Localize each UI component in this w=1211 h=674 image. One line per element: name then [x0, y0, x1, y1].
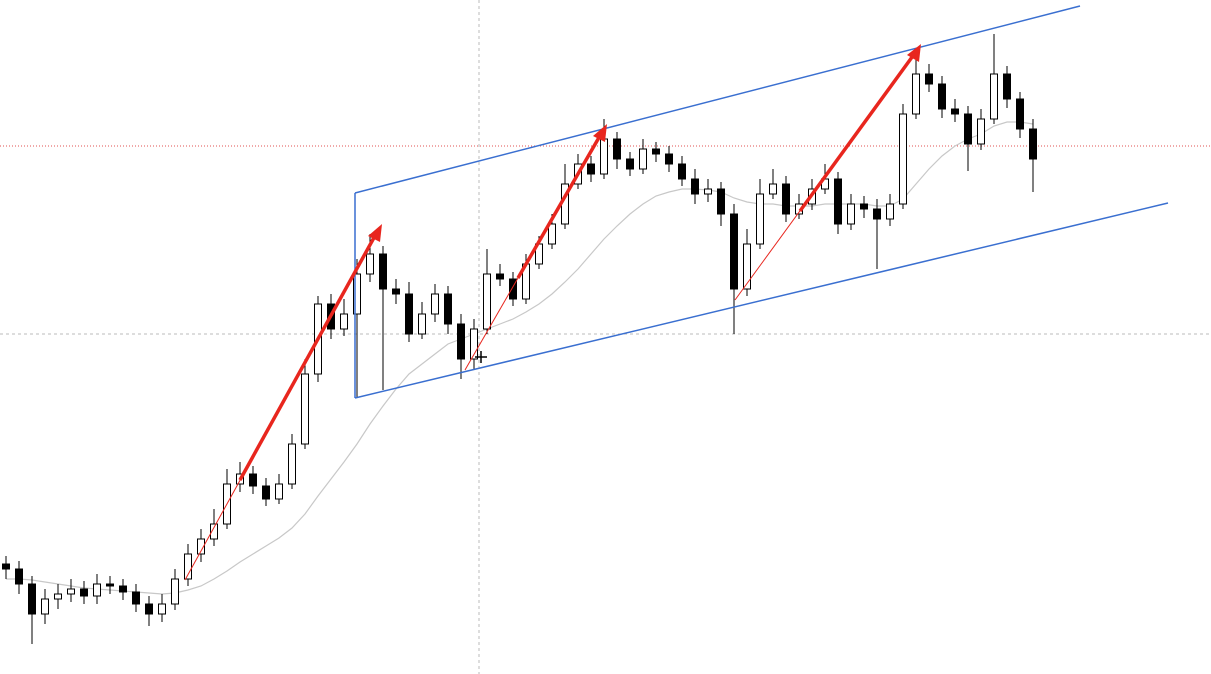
candle-body	[990, 73, 998, 120]
candle-body	[743, 243, 751, 290]
candle-body	[184, 553, 192, 580]
candle-body	[977, 118, 985, 145]
candle-body	[483, 273, 491, 330]
candle-body	[67, 588, 75, 595]
candle-body	[119, 585, 127, 593]
candle-body	[145, 603, 153, 615]
candle-body	[1003, 73, 1011, 100]
candle-body	[912, 73, 920, 115]
arrow-head	[593, 124, 607, 142]
candle-body	[301, 373, 309, 445]
candle-body	[626, 158, 634, 170]
candle-body	[444, 293, 452, 325]
candle-body	[587, 163, 595, 175]
candle-body	[652, 148, 660, 155]
channel-upper	[354, 5, 1081, 194]
candle-body	[405, 293, 413, 335]
candle-body	[691, 178, 699, 195]
candle-body	[93, 583, 101, 597]
candle-body	[171, 578, 179, 605]
candle-body	[899, 113, 907, 205]
candle-body	[847, 203, 855, 225]
candle-body	[340, 313, 348, 330]
candle-body	[132, 591, 140, 605]
arrow-head	[907, 44, 921, 62]
drawings	[184, 5, 1169, 581]
cursor	[475, 351, 487, 363]
candle-body	[860, 203, 868, 210]
candle-body	[15, 568, 23, 585]
candle-body	[288, 443, 296, 485]
candle-body	[509, 278, 517, 300]
candle-body	[704, 188, 712, 195]
candle-body	[41, 598, 49, 615]
candle-body	[197, 538, 205, 555]
candle-body	[782, 183, 790, 215]
candle-body	[470, 328, 478, 360]
candle-body	[158, 603, 166, 615]
candle-body	[756, 193, 764, 245]
candle-body	[678, 163, 686, 180]
candle-body	[106, 583, 114, 587]
arrow-shaft	[238, 233, 378, 481]
candle-body	[431, 293, 439, 315]
candle-body	[392, 288, 400, 295]
candle-body	[80, 588, 88, 597]
candle-body	[496, 273, 504, 280]
candle-body	[613, 138, 621, 160]
candle-body	[379, 253, 387, 290]
candle-body	[951, 108, 959, 115]
channel-lower	[354, 202, 1169, 399]
candle-body	[28, 583, 36, 615]
candle-body	[886, 203, 894, 220]
arrow-shaft	[798, 51, 917, 213]
candle-body	[457, 323, 465, 360]
candle-body	[834, 178, 842, 225]
candle-body	[938, 83, 946, 110]
candle-body	[366, 253, 374, 275]
candle-body	[210, 523, 218, 540]
candle-body	[249, 473, 257, 487]
candle-body	[639, 148, 647, 170]
candle-body	[964, 113, 972, 145]
candle-body	[665, 153, 673, 165]
arrow-shaft	[516, 133, 603, 279]
candle-body	[600, 138, 608, 175]
candle-body	[730, 213, 738, 290]
candle-body	[353, 273, 361, 315]
candle-body	[548, 223, 556, 245]
candle-body	[54, 593, 62, 600]
candle-body	[262, 485, 270, 500]
candle-body	[769, 183, 777, 195]
candle-body	[418, 313, 426, 335]
candle-body	[925, 73, 933, 85]
candles	[2, 34, 1037, 644]
arrow-head	[368, 224, 382, 242]
candle-body	[717, 188, 725, 215]
candle-body	[2, 563, 10, 570]
candle-body	[873, 208, 881, 220]
candle-body	[1016, 98, 1024, 130]
candle-body	[1029, 128, 1037, 160]
candle-body	[275, 483, 283, 500]
